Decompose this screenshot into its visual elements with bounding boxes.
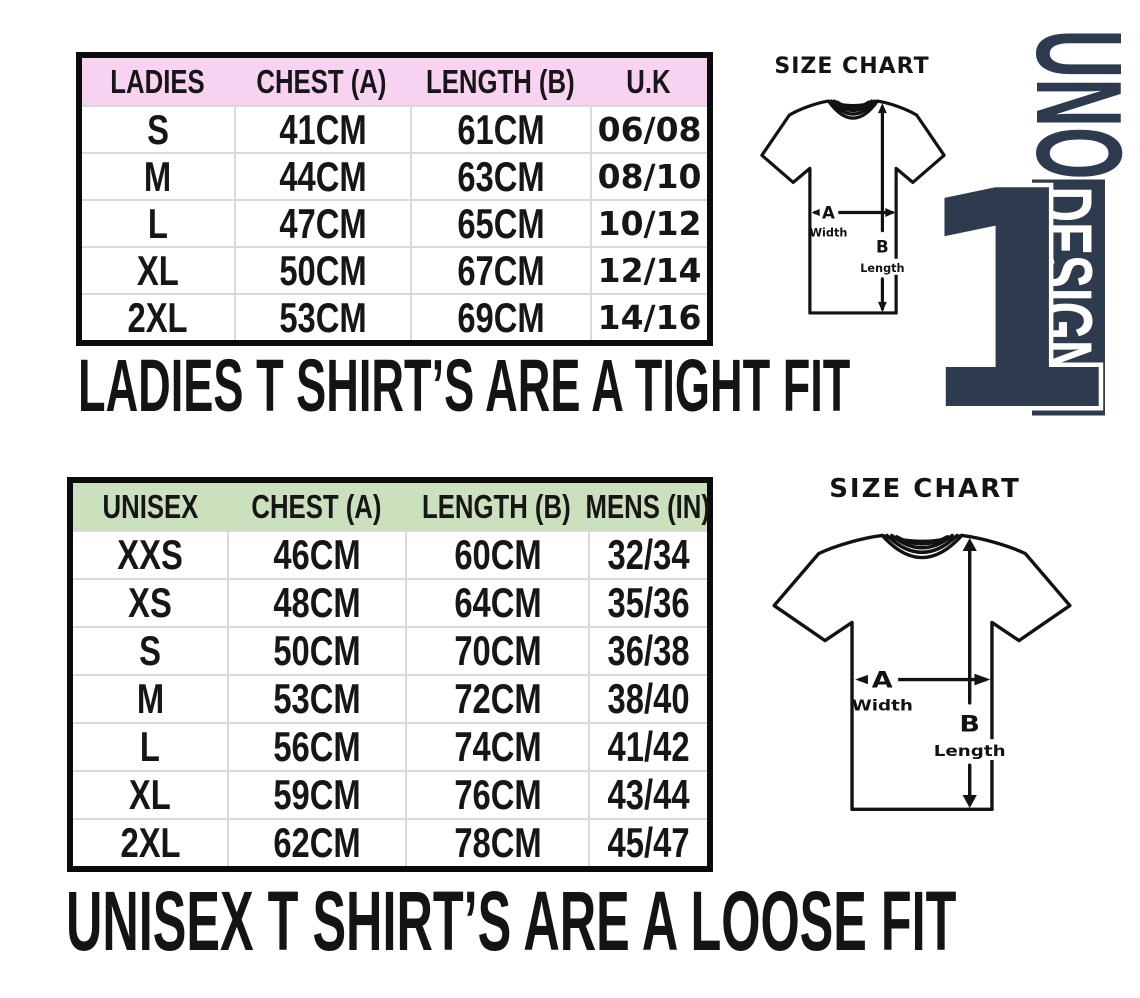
arrowhead-left xyxy=(855,673,872,686)
table-cell: 10/12 xyxy=(590,199,707,246)
logo-numeral-one: 1 xyxy=(911,128,1120,477)
table-cell: 14/16 xyxy=(590,293,707,340)
arrowhead-left xyxy=(811,208,822,218)
ladies-header-uk: U.K xyxy=(590,58,707,105)
size-chart-title-ladies: SIZE CHART xyxy=(774,54,930,79)
arrowhead-down xyxy=(877,301,887,312)
length-word-label: Length xyxy=(934,743,1006,760)
ladies-fit-caption: LADIES T SHIRT’S ARE A TIGHT FIT xyxy=(78,344,851,427)
ladies-header-length: LENGTH (B) xyxy=(409,58,591,105)
logo-designs-text: DESIGNS xyxy=(1022,187,1107,409)
arrowhead-up xyxy=(962,538,977,552)
table-cell: 45/47 xyxy=(588,818,707,866)
table-cell: 38/40 xyxy=(588,674,707,722)
table-cell: XS xyxy=(73,578,228,626)
unisex-header-chest: CHEST (A) xyxy=(227,483,406,530)
length-letter-label: B xyxy=(876,237,889,257)
label-background xyxy=(867,662,899,696)
unisex-header-size: UNISEX xyxy=(73,483,228,530)
table-cell: 50CM xyxy=(227,626,406,674)
arrowhead-right xyxy=(974,673,991,686)
table-cell: 2XL xyxy=(73,818,228,866)
width-word-label: Width xyxy=(852,697,913,714)
table-cell: 12/14 xyxy=(590,246,707,293)
table-cell: 2XL xyxy=(82,293,234,340)
unisex-size-table: UNISEX CHEST (A) LENGTH (B) MENS (IN) XX… xyxy=(67,477,713,872)
length-word-label: Length xyxy=(860,261,904,275)
table-cell: 53CM xyxy=(227,674,406,722)
arrowhead-up xyxy=(877,103,887,114)
table-cell: 76CM xyxy=(405,770,589,818)
unisex-header-length: LENGTH (B) xyxy=(405,483,589,530)
tshirt-measurement-diagram-ladies: A Width B Length xyxy=(755,86,951,322)
width-word-label: Width xyxy=(810,226,848,240)
table-cell: 78CM xyxy=(405,818,589,866)
table-cell: S xyxy=(73,626,228,674)
table-cell: XXS xyxy=(73,530,228,578)
size-chart-title-unisex: SIZE CHART xyxy=(829,474,1021,504)
table-cell: 53CM xyxy=(233,293,410,340)
table-cell: 61CM xyxy=(409,105,591,152)
table-cell: 67CM xyxy=(409,246,591,293)
table-cell: 41CM xyxy=(233,105,410,152)
table-cell: S xyxy=(82,105,234,152)
table-cell: XL xyxy=(73,770,228,818)
table-cell: 72CM xyxy=(405,674,589,722)
table-cell: 41/42 xyxy=(588,722,707,770)
table-cell: 36/38 xyxy=(588,626,707,674)
label-background xyxy=(871,233,894,258)
ladies-header-size: LADIES xyxy=(82,58,234,105)
table-cell: L xyxy=(73,722,228,770)
table-cell: M xyxy=(82,152,234,199)
table-cell: 06/08 xyxy=(590,105,707,152)
logo-uno-text: UNO xyxy=(1011,30,1140,180)
unisex-header-mens: MENS (IN) xyxy=(585,483,710,530)
table-cell: 08/10 xyxy=(590,152,707,199)
logo-designs-block xyxy=(1032,179,1105,416)
table-cell: 64CM xyxy=(405,578,589,626)
table-cell: 63CM xyxy=(409,152,591,199)
label-background xyxy=(858,258,906,275)
collar-rib-lines xyxy=(829,101,878,118)
label-background xyxy=(819,199,839,225)
table-cell: 70CM xyxy=(405,626,589,674)
table-cell: M xyxy=(73,674,228,722)
unisex-fit-caption: UNISEX T SHIRT’S ARE A LOOSE FIT xyxy=(66,874,957,968)
arrowhead-down xyxy=(962,795,977,809)
table-cell: 56CM xyxy=(227,722,406,770)
tshirt-outline xyxy=(774,535,1070,809)
table-cell: L xyxy=(82,199,234,246)
width-letter-label: A xyxy=(822,202,835,222)
table-cell: 47CM xyxy=(233,199,410,246)
ladies-size-table: LADIES CHEST (A) LENGTH (B) U.K S 41CM 6… xyxy=(76,52,713,346)
unodesigns-logo: UNO DESIGNS 1 xyxy=(906,30,1140,482)
table-cell: 59CM xyxy=(227,770,406,818)
table-cell: 60CM xyxy=(405,530,589,578)
length-letter-label: B xyxy=(959,711,980,737)
tshirt-measurement-diagram-unisex: A Width B Length xyxy=(763,516,1081,821)
label-background xyxy=(952,706,988,738)
table-cell: 35/36 xyxy=(588,578,707,626)
width-letter-label: A xyxy=(872,667,893,693)
table-cell: 50CM xyxy=(233,246,410,293)
table-cell: 74CM xyxy=(405,722,589,770)
label-background xyxy=(931,739,1008,760)
table-cell: XL xyxy=(82,246,234,293)
table-cell: 65CM xyxy=(409,199,591,246)
table-cell: 43/44 xyxy=(588,770,707,818)
table-cell: 46CM xyxy=(227,530,406,578)
collar-rib-lines xyxy=(882,535,962,557)
arrowhead-right xyxy=(885,208,896,218)
table-cell: 44CM xyxy=(233,152,410,199)
table-cell: 62CM xyxy=(227,818,406,866)
table-cell: 32/34 xyxy=(588,530,707,578)
table-cell: 48CM xyxy=(227,578,406,626)
table-cell: 69CM xyxy=(409,293,591,340)
ladies-header-chest: CHEST (A) xyxy=(233,58,410,105)
